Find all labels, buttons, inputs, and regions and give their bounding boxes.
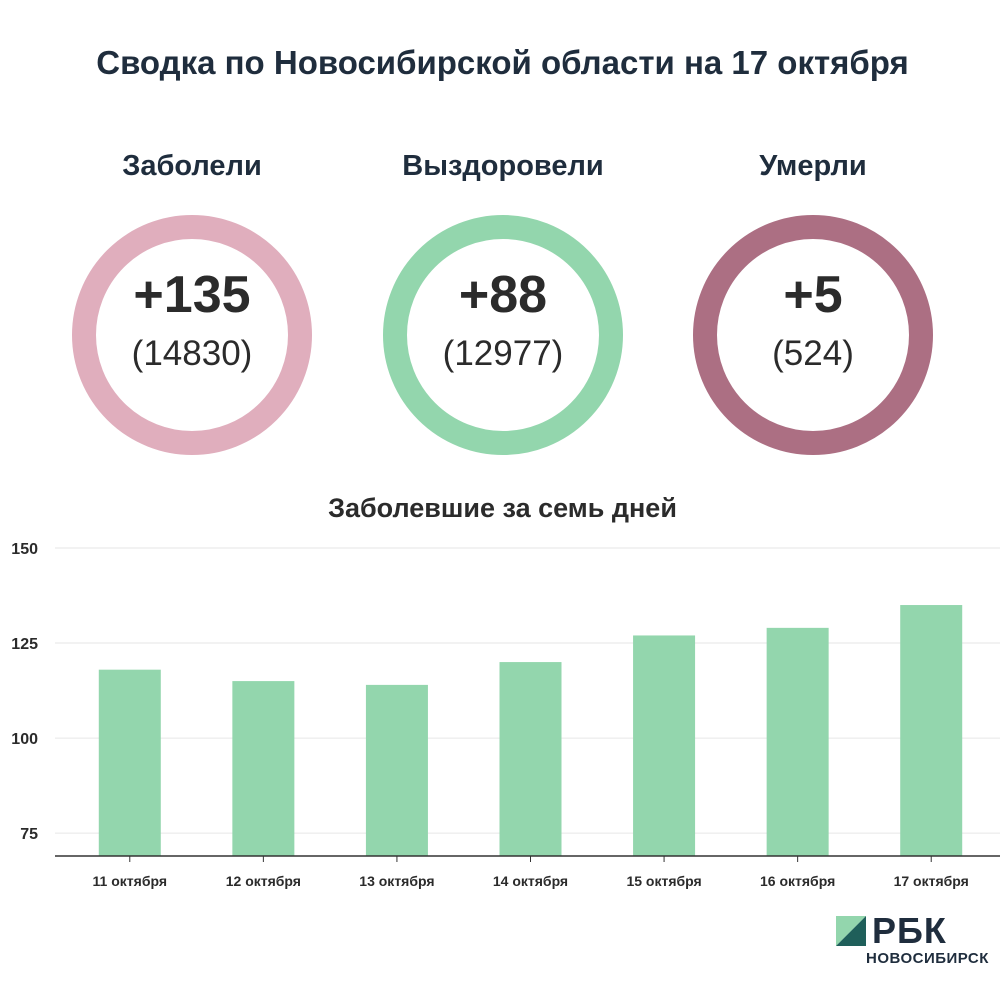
ring-infected: +135 (14830) [72, 215, 312, 455]
x-tick-label: 13 октября [359, 873, 434, 889]
delta-deaths: +5 [783, 266, 843, 324]
logo-text: РБК [872, 910, 947, 951]
rbk-logo: РБК НОВОСИБИРСК [836, 910, 996, 972]
y-tick-label: 150 [11, 541, 38, 558]
bar [365, 684, 428, 856]
total-recovered: (12977) [442, 334, 564, 373]
bar [232, 681, 295, 856]
y-tick-label: 75 [20, 826, 38, 843]
ring-deaths: +5 (524) [693, 215, 933, 455]
page-title: Сводка по Новосибирской области на 17 ок… [96, 44, 909, 81]
chart-title: Заболевшие за семь дней [328, 493, 677, 523]
ring-recovered: +88 (12977) [383, 215, 623, 455]
logo-mark-icon [836, 916, 866, 946]
stat-infected: Заболели +135 (14830) [42, 145, 342, 455]
x-tick-label: 17 октября [894, 873, 969, 889]
x-tick-label: 15 октября [626, 873, 701, 889]
y-tick-label: 100 [11, 731, 38, 748]
total-infected: (14830) [131, 334, 253, 373]
bar [900, 605, 963, 856]
x-tick-label: 11 октября [93, 873, 167, 889]
delta-recovered: +88 [458, 266, 548, 324]
logo-subtitle: НОВОСИБИРСК [866, 950, 989, 967]
stat-recovered: Выздоровели +88 (12977) [353, 145, 653, 455]
x-tick-label: 14 октября [493, 873, 568, 889]
stat-deaths: Умерли +5 (524) [663, 145, 963, 455]
stat-label-recovered: Выздоровели [402, 150, 604, 182]
bar-chart: 75 100 125 150 11 октября 12 октября 13 октябр… [11, 541, 1000, 889]
bar [766, 627, 829, 856]
y-tick-label: 125 [11, 636, 38, 653]
x-tick-label: 16 октября [760, 873, 835, 889]
x-tick-label: 12 октября [226, 873, 301, 889]
stat-label-infected: Заболели [122, 150, 262, 182]
delta-infected: +135 [133, 266, 251, 324]
bar [98, 669, 161, 856]
stat-label-deaths: Умерли [759, 150, 867, 182]
total-deaths: (524) [772, 334, 854, 373]
bar [499, 662, 562, 856]
bar [633, 635, 696, 856]
